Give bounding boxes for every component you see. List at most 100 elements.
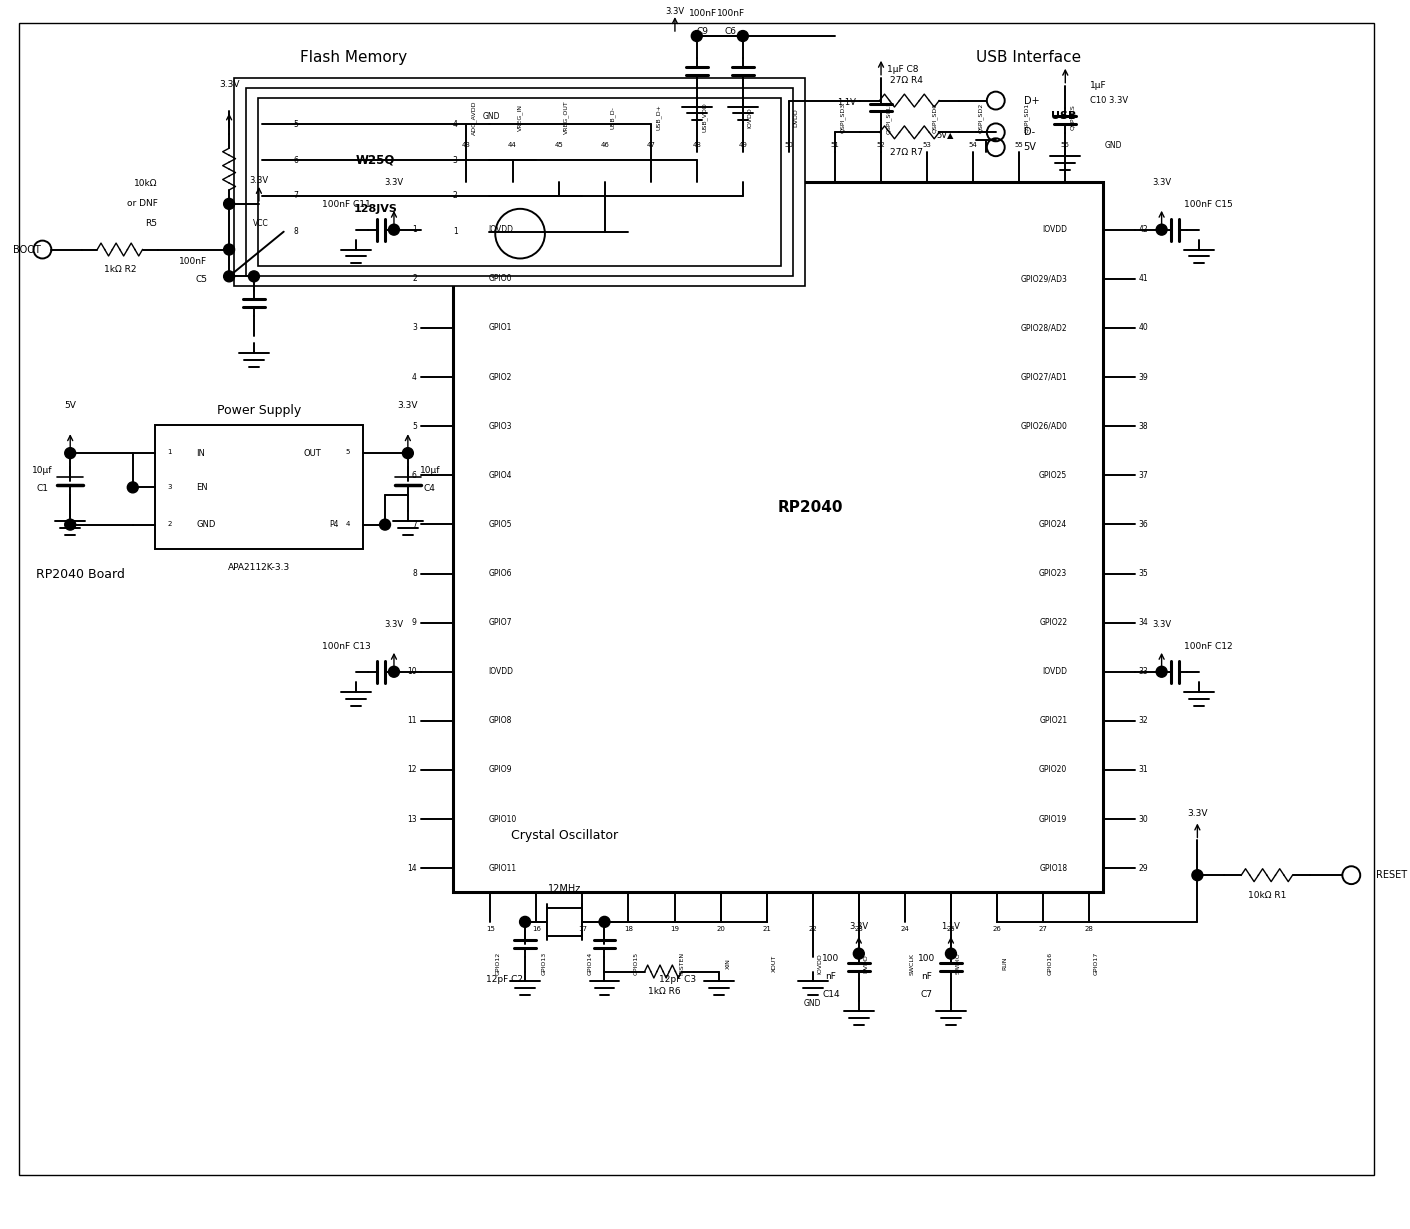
- Text: RESET: RESET: [1376, 870, 1407, 880]
- Text: 1μF C8: 1μF C8: [887, 65, 919, 74]
- Text: 13: 13: [407, 815, 417, 823]
- Text: 3.3V: 3.3V: [219, 80, 240, 90]
- Text: ADC_AVDD: ADC_AVDD: [471, 101, 477, 135]
- Text: 3.3V: 3.3V: [385, 619, 403, 628]
- Text: GPIO29/AD3: GPIO29/AD3: [1021, 274, 1067, 284]
- Text: W25Q: W25Q: [355, 154, 395, 166]
- Circle shape: [737, 31, 749, 42]
- Text: RP2040: RP2040: [777, 500, 843, 515]
- Text: GPIO24: GPIO24: [1039, 520, 1067, 528]
- Text: 20: 20: [716, 925, 725, 932]
- Text: GPIO1: GPIO1: [488, 323, 512, 332]
- Text: 2: 2: [453, 192, 457, 200]
- Text: 27Ω R4: 27Ω R4: [890, 76, 922, 85]
- Text: 37: 37: [1139, 471, 1149, 479]
- Text: USB Interface: USB Interface: [976, 50, 1081, 65]
- Text: 53: 53: [922, 143, 932, 149]
- Text: 100: 100: [822, 954, 839, 964]
- Text: 5V: 5V: [1024, 143, 1036, 152]
- Text: 42: 42: [1139, 225, 1148, 235]
- Text: 128JVS: 128JVS: [354, 204, 398, 214]
- Text: OUT: OUT: [303, 449, 321, 457]
- Text: SWDIO: SWDIO: [956, 952, 960, 975]
- Text: C9: C9: [697, 27, 709, 36]
- Circle shape: [389, 666, 399, 677]
- Text: 24: 24: [901, 925, 909, 932]
- Circle shape: [379, 519, 391, 530]
- Bar: [453, 182, 1103, 892]
- Text: DVDD: DVDD: [794, 108, 799, 127]
- Text: GPIO16: GPIO16: [1048, 952, 1053, 975]
- Text: 12MHz: 12MHz: [547, 884, 581, 893]
- Text: GPIO11: GPIO11: [488, 864, 516, 873]
- Text: BOOT: BOOT: [13, 245, 41, 254]
- Text: 1kΩ R2: 1kΩ R2: [103, 265, 137, 274]
- Text: APA2112K-3.3: APA2112K-3.3: [228, 563, 290, 571]
- Text: QSPI_SCLK: QSPI_SCLK: [885, 101, 891, 134]
- Text: 6: 6: [293, 156, 299, 165]
- Text: QSPI_SD1: QSPI_SD1: [1024, 102, 1029, 133]
- Circle shape: [248, 270, 259, 281]
- Text: 100nF: 100nF: [179, 257, 207, 265]
- Circle shape: [520, 917, 530, 928]
- Text: 50: 50: [784, 143, 794, 149]
- Text: GPIO26/AD0: GPIO26/AD0: [1021, 422, 1067, 430]
- Text: nF: nF: [921, 972, 932, 981]
- Text: QSPI_CS: QSPI_CS: [1070, 104, 1076, 130]
- Text: or DNF: or DNF: [127, 199, 158, 209]
- Text: GPIO7: GPIO7: [488, 618, 512, 627]
- Text: TESTEN: TESTEN: [680, 951, 684, 976]
- Text: GND: GND: [804, 999, 822, 1008]
- Text: 100nF C12: 100nF C12: [1184, 643, 1234, 651]
- Text: 2: 2: [168, 521, 172, 527]
- Text: 29: 29: [1139, 864, 1148, 873]
- Text: 30: 30: [1139, 815, 1149, 823]
- Text: GPIO18: GPIO18: [1039, 864, 1067, 873]
- Bar: [258, 97, 781, 267]
- Text: IOVDD: IOVDD: [488, 225, 513, 235]
- Circle shape: [127, 482, 138, 493]
- Text: 45: 45: [554, 143, 563, 149]
- Text: IOVDD: IOVDD: [1042, 225, 1067, 235]
- Text: 52: 52: [877, 143, 885, 149]
- Bar: [283, 102, 468, 267]
- Bar: [155, 425, 364, 549]
- Circle shape: [224, 245, 234, 254]
- Text: C5: C5: [195, 275, 207, 284]
- Text: R5: R5: [145, 219, 158, 229]
- Text: 18: 18: [625, 925, 633, 932]
- Circle shape: [1191, 870, 1203, 881]
- Text: GND: GND: [1104, 141, 1122, 150]
- Text: 12pF C3: 12pF C3: [658, 975, 697, 984]
- Text: QSPI_SD2: QSPI_SD2: [979, 102, 984, 133]
- Text: 100nF: 100nF: [716, 9, 744, 17]
- Text: IN: IN: [196, 449, 206, 457]
- Circle shape: [389, 224, 399, 235]
- Text: 19: 19: [670, 925, 680, 932]
- Text: 23: 23: [854, 925, 863, 932]
- Text: GPIO9: GPIO9: [488, 766, 512, 774]
- Circle shape: [224, 270, 234, 281]
- Text: GND: GND: [482, 112, 499, 120]
- Circle shape: [599, 917, 611, 928]
- Bar: [234, 77, 805, 286]
- Text: QSPI_SD3: QSPI_SD3: [840, 102, 846, 133]
- Text: 1.1V: 1.1V: [838, 98, 856, 107]
- Text: C14: C14: [822, 989, 840, 999]
- Text: 3: 3: [168, 484, 172, 490]
- Text: GPIO3: GPIO3: [488, 422, 512, 430]
- Text: 33: 33: [1139, 667, 1149, 676]
- Text: 48: 48: [692, 143, 701, 149]
- Text: RP2040 Board: RP2040 Board: [35, 568, 124, 581]
- Text: 4: 4: [345, 521, 350, 527]
- Text: GPIO12: GPIO12: [495, 952, 501, 975]
- Text: 3.3V: 3.3V: [1187, 809, 1207, 819]
- Text: 54: 54: [969, 143, 977, 149]
- Text: GPIO8: GPIO8: [488, 717, 512, 725]
- Text: 28: 28: [1084, 925, 1094, 932]
- Text: C7: C7: [921, 989, 932, 999]
- Text: 7: 7: [412, 520, 417, 528]
- Text: 3.3V: 3.3V: [398, 401, 419, 410]
- Text: GPIO4: GPIO4: [488, 471, 512, 479]
- Text: GPIO27/AD1: GPIO27/AD1: [1021, 372, 1067, 381]
